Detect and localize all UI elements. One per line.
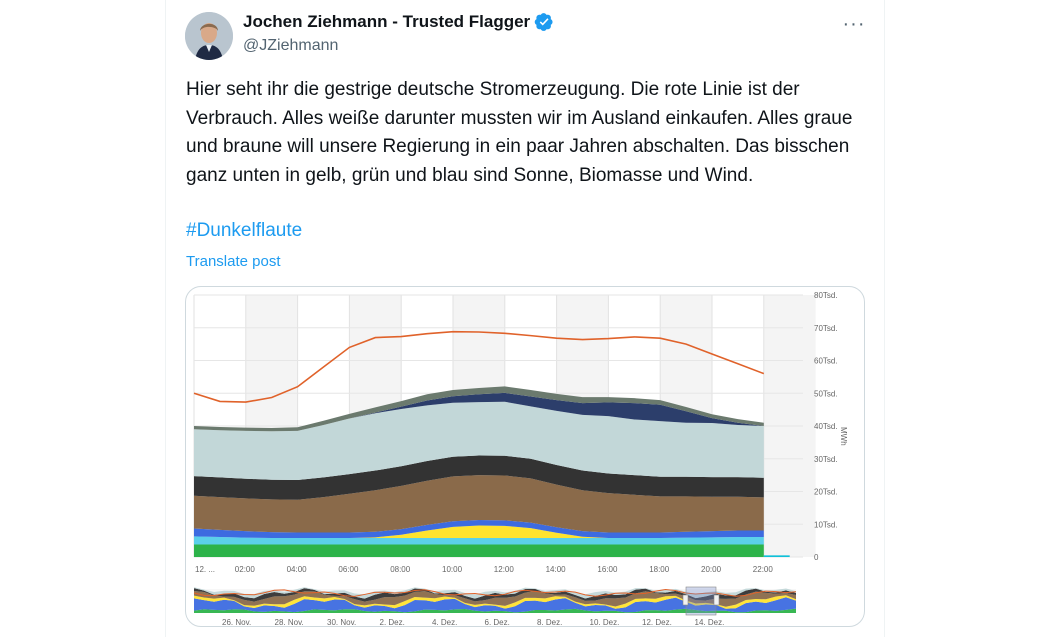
navigator-date-label: 14. Dez. <box>695 618 725 627</box>
area-series-8 <box>194 392 764 432</box>
x-tick-label: 10:00 <box>442 565 463 574</box>
navigator-area <box>194 608 796 613</box>
post-text: Hier seht ihr die gestrige deutsche Stro… <box>186 79 853 186</box>
author-handle[interactable]: @JZiehmann <box>243 37 339 54</box>
navigator-date-label: 10. Dez. <box>590 618 620 627</box>
x-tick-label: 06:00 <box>338 565 359 574</box>
y-tick-label: 80Tsd. <box>814 291 838 300</box>
navigator-date-label: 28. Nov. <box>275 618 304 627</box>
y-tick-label: 0 <box>814 553 819 562</box>
x-tick-label: 18:00 <box>649 565 670 574</box>
x-tick-label: 08:00 <box>390 565 411 574</box>
area-series-7 <box>194 401 764 481</box>
column-border-left <box>165 0 166 637</box>
x-tick-label: 02:00 <box>235 565 256 574</box>
navigator-date-label: 26. Nov. <box>222 618 251 627</box>
x-tick-label: 22:00 <box>753 565 774 574</box>
navigator-area <box>194 591 796 607</box>
author-line: Jochen Ziehmann - Trusted Flagger <box>243 12 554 32</box>
post-media-chart[interactable]: 0 10Tsd. 20Tsd. 30Tsd. 40Tsd. 50Tsd. 60Tsd. 70T… <box>185 286 865 627</box>
area-series-6 <box>194 455 764 500</box>
x-tick-label: 20:00 <box>701 565 722 574</box>
navigator-selection-window <box>685 586 717 616</box>
avatar-image <box>185 12 233 60</box>
x-tick-label: 12. ... <box>195 565 215 574</box>
y-tick-label: 10Tsd. <box>814 520 838 529</box>
author-name[interactable]: Jochen Ziehmann - Trusted Flagger <box>243 12 531 31</box>
x-tick-label: 14:00 <box>546 565 567 574</box>
area-series-9 <box>194 386 764 432</box>
navigator-consumption-line <box>193 589 797 597</box>
area-series-5 <box>194 475 764 533</box>
post: Jochen Ziehmann - Trusted Flagger @JZieh… <box>166 0 884 637</box>
avatar[interactable] <box>185 12 233 60</box>
y-axis-label: MWh <box>839 427 848 446</box>
y-tick-label: 40Tsd. <box>814 422 838 431</box>
navigator-handle-right <box>713 594 720 606</box>
area-series-1 <box>194 544 764 557</box>
y-tick-label: 60Tsd. <box>814 357 838 366</box>
x-tick-label: 04:00 <box>287 565 308 574</box>
area-series-3 <box>194 525 764 539</box>
tail-series-bar <box>763 555 790 557</box>
navigator-date-label: 2. Dez. <box>380 618 405 627</box>
column-border-right <box>884 0 885 637</box>
verified-badge-icon[interactable] <box>534 12 554 32</box>
navigator-handle-left <box>682 594 689 606</box>
translate-post-link[interactable]: Translate post <box>186 253 281 270</box>
y-tick-label: 20Tsd. <box>814 488 838 497</box>
y-tick-label: 70Tsd. <box>814 324 838 333</box>
more-options-icon[interactable]: ··· <box>842 12 866 35</box>
area-series-4 <box>194 519 764 539</box>
navigator-date-label: 8. Dez. <box>537 618 562 627</box>
navigator-area <box>194 595 796 609</box>
x-tick-label: 12:00 <box>494 565 515 574</box>
y-tick-label: 50Tsd. <box>814 389 838 398</box>
navigator-area <box>194 587 796 599</box>
consumption-line <box>193 330 765 403</box>
navigator-date-label: 30. Nov. <box>327 618 356 627</box>
x-tick-label: 16:00 <box>597 565 618 574</box>
navigator-date-label: 12. Dez. <box>642 618 672 627</box>
navigator-area <box>194 588 796 602</box>
power-generation-chart: 0 10Tsd. 20Tsd. 30Tsd. 40Tsd. 50Tsd. 60Tsd. 70T… <box>193 291 848 627</box>
navigator-area <box>194 597 796 613</box>
y-tick-label: 30Tsd. <box>814 455 838 464</box>
hashtag-link[interactable]: #Dunkelflaute <box>186 220 303 241</box>
navigator-date-label: 4. Dez. <box>432 618 457 627</box>
area-series-2 <box>194 536 764 545</box>
navigator-date-label: 6. Dez. <box>485 618 510 627</box>
